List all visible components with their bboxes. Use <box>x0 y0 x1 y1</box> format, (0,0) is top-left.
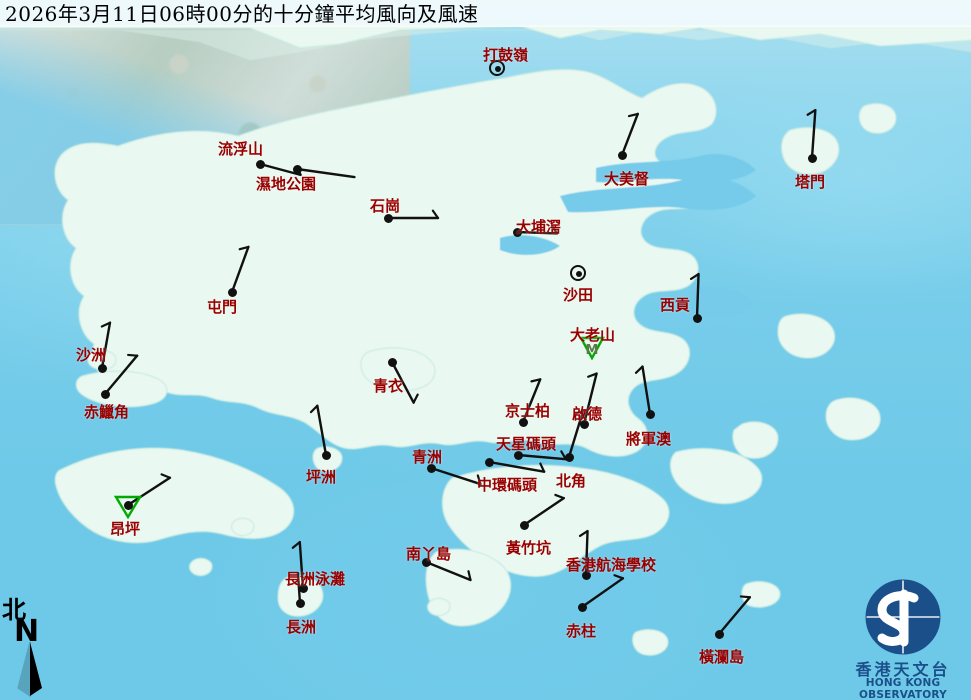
station-label: 啟德 <box>572 405 603 423</box>
calm-wind-icon <box>489 60 505 76</box>
svg-text:M: M <box>586 343 599 358</box>
station-dot <box>383 213 393 223</box>
station-dot <box>617 150 627 160</box>
station-dot <box>421 557 431 567</box>
station-dot <box>426 463 436 473</box>
station-dot <box>321 450 331 460</box>
station-dot <box>292 164 302 174</box>
calm-wind-icon <box>570 265 586 281</box>
station-dot <box>387 357 397 367</box>
station-label: 北角 <box>556 472 587 490</box>
station-label: 青洲 <box>412 448 443 466</box>
station-label: 石崗 <box>370 197 401 215</box>
station-dot <box>227 287 237 297</box>
station-label: 西貢 <box>660 296 691 314</box>
station-dot <box>295 598 305 608</box>
station-dot <box>298 583 308 593</box>
station-dot <box>484 457 494 467</box>
station-label: 屯門 <box>207 298 238 316</box>
station-label: 打鼓嶺 <box>483 46 529 64</box>
station-dot <box>518 417 528 427</box>
station-dot <box>512 227 522 237</box>
station-label: 橫瀾島 <box>699 648 745 666</box>
hko-logo: 香港天文台 HONG KONG OBSERVATORY <box>838 578 968 700</box>
station-label: 中環碼頭 <box>477 476 538 494</box>
title-bar <box>0 0 971 27</box>
station-label: 沙田 <box>563 286 594 304</box>
hko-emblem-icon <box>865 579 941 655</box>
station-label: 京士柏 <box>505 402 551 420</box>
station-dot <box>100 389 110 399</box>
station-dot <box>513 450 523 460</box>
station-dot <box>645 409 655 419</box>
north-arrow: 北 N <box>2 590 62 698</box>
station-label: 濕地公園 <box>256 175 317 193</box>
station-label: 昂坪 <box>110 520 141 538</box>
station-dot <box>692 313 702 323</box>
north-label-cn: 北 <box>2 595 26 624</box>
station-dot <box>97 363 107 373</box>
north-needle-icon <box>17 641 42 698</box>
hko-logo-cn: 香港天文台 <box>855 660 951 679</box>
station-dot <box>714 629 724 639</box>
station-dot <box>577 602 587 612</box>
station-label: 長洲 <box>286 618 317 636</box>
station-label: 長洲泳灘 <box>285 570 346 588</box>
station-dot <box>807 153 817 163</box>
station-label: 沙洲 <box>76 346 107 364</box>
station-triangle-icon <box>114 495 142 519</box>
station-label: 大老山 <box>570 326 616 344</box>
station-dot <box>123 500 133 510</box>
station-dot <box>564 452 574 462</box>
station-label: 坪洲 <box>306 468 337 486</box>
north-label-en: N <box>14 614 40 649</box>
station-dot <box>255 159 265 169</box>
station-label: 塔門 <box>795 173 826 191</box>
station-dot <box>519 520 529 530</box>
station-label: 將軍澳 <box>626 430 672 448</box>
station-label: 赤柱 <box>566 622 597 640</box>
station-label: 南丫島 <box>406 545 452 563</box>
station-label: 流浮山 <box>218 140 264 158</box>
station-label: 黃竹坑 <box>506 539 552 557</box>
station-dot <box>579 419 589 429</box>
station-label: 青衣 <box>373 377 404 395</box>
station-label: 大埔滘 <box>516 218 562 236</box>
station-label: 赤鱲角 <box>84 403 130 421</box>
station-label: 天星碼頭 <box>496 435 557 453</box>
station-label: 大美督 <box>604 170 650 188</box>
station-label: 香港航海學校 <box>566 556 657 574</box>
station-dot <box>581 570 591 580</box>
hko-logo-en: HONG KONG OBSERVATORY <box>859 677 947 700</box>
page-title: 2026年3月11日06時00分的十分鐘平均風向及風速 <box>5 2 479 26</box>
maintenance-triangle-icon: M <box>579 336 605 360</box>
